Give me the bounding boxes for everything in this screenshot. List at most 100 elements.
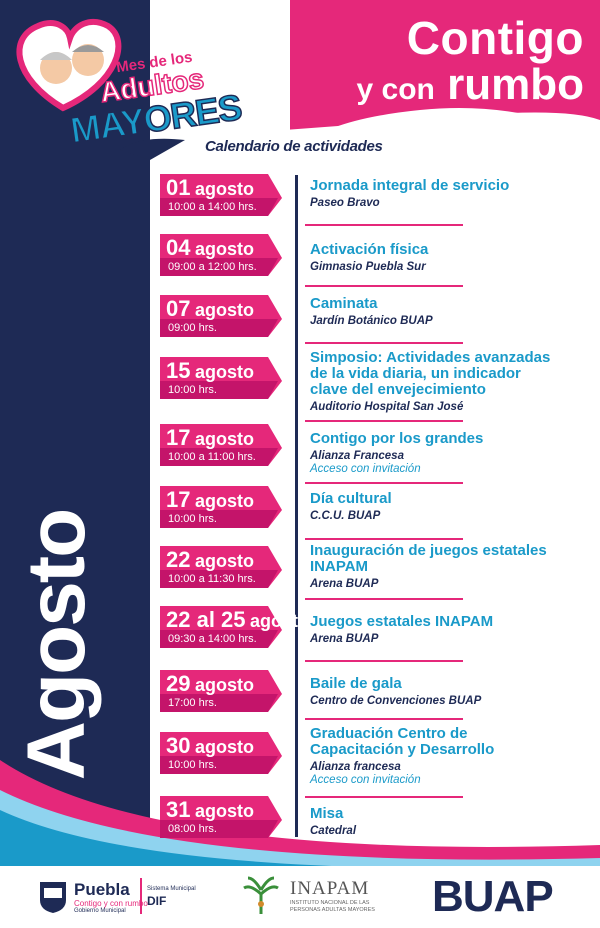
inapam-sub-1: INSTITUTO NACIONAL DE LAS <box>290 900 370 906</box>
event-day: 17 <box>166 425 191 450</box>
month-label: Agosto <box>11 509 102 781</box>
event-details: Jornada integral de servicio Paseo Bravo <box>310 178 560 210</box>
event-month: agosto <box>194 429 254 449</box>
event-date-tag: 22 agosto 10:00 a 11:30 hrs. <box>156 546 284 588</box>
event-day: 01 <box>166 175 191 200</box>
mes-adultos-mayores-logo: Mes de los Adultos MAYORES <box>8 8 293 158</box>
event-month: agosto <box>194 675 254 695</box>
event-time: 10:00 hrs. <box>168 759 217 771</box>
calendar-title: Calendario de actividades <box>205 138 383 155</box>
event-time: 10:00 a 11:00 hrs. <box>168 451 256 463</box>
event-separator <box>305 660 463 662</box>
event-details: Día cultural C.C.U. BUAP <box>310 490 560 523</box>
event-separator <box>305 224 463 226</box>
event-day: 04 <box>166 235 191 260</box>
event-date: 22 agosto <box>166 547 254 573</box>
puebla-name: Puebla <box>74 880 130 899</box>
event-title: Baile de gala <box>310 675 402 692</box>
title-line-2-small: y con <box>356 73 435 106</box>
event-month: agosto <box>194 491 254 511</box>
dif-sub: Sistema Municipal <box>147 886 196 892</box>
event-date-tag: 01 agosto 10:00 a 14:00 hrs. <box>156 174 284 216</box>
event-day: 07 <box>166 296 191 321</box>
event-date-tag: 17 agosto 10:00 a 11:00 hrs. <box>156 424 284 466</box>
event-date-tag: 04 agosto 09:00 a 12:00 hrs. <box>156 234 284 276</box>
event-place: Jardín Botánico BUAP <box>310 315 433 327</box>
event-month: agosto <box>194 179 254 199</box>
event-month: agosto <box>194 551 254 571</box>
puebla-slogan: Contigo y con rumbo <box>74 899 148 908</box>
event-note: Acceso con invitación <box>310 774 421 786</box>
event-title: Juegos estatales INAPAM <box>310 613 494 630</box>
event-title: Contigo por los grandes <box>310 430 484 447</box>
event-date: 04 agosto <box>166 235 254 261</box>
event-title: Graduación Centro de Capacitación y Desa… <box>310 725 495 758</box>
event-date-tag: 07 agosto 09:00 hrs. <box>156 295 284 337</box>
title-line-2-big: rumbo <box>447 60 584 109</box>
event-time: 09:30 a 14:00 hrs. <box>168 633 257 645</box>
event-separator <box>305 420 463 422</box>
event-place: Arena BUAP <box>310 633 379 645</box>
event-place: Centro de Convenciones BUAP <box>310 695 482 707</box>
timeline-line <box>295 175 298 837</box>
event-date-tag: 30 agosto 10:00 hrs. <box>156 732 284 774</box>
event-date-tag: 22 al 25 agosto 09:30 a 14:00 hrs. <box>156 606 309 648</box>
footer: Puebla Contigo y con rumbo Gobierno Muni… <box>0 866 600 928</box>
event-day: 30 <box>166 733 191 758</box>
title-line-2: y con rumbo <box>357 62 584 113</box>
event-details: Activación física Gimnasio Puebla Sur <box>310 242 560 274</box>
dif-name: DIF <box>147 894 167 908</box>
event-date: 17 agosto <box>166 425 254 451</box>
event-day: 15 <box>166 358 191 383</box>
event-date: 29 agosto <box>166 671 254 697</box>
event-day: 17 <box>166 487 191 512</box>
event-details: Contigo por los grandes Alianza Francesa A… <box>310 430 560 476</box>
puebla-shield-icon <box>40 882 66 913</box>
event-separator <box>305 796 463 798</box>
event-day: 22 al 25 <box>166 607 246 632</box>
heart-logo-icon <box>16 18 122 112</box>
event-separator <box>305 482 463 484</box>
event-date: 15 agosto <box>166 358 254 384</box>
event-place: Alianza francesa <box>310 761 401 773</box>
event-date: 30 agosto <box>166 733 254 759</box>
event-date: 01 agosto <box>166 175 254 201</box>
event-time: 17:00 hrs. <box>168 697 217 709</box>
event-title: Caminata <box>310 295 378 312</box>
event-time: 09:00 a 12:00 hrs. <box>168 261 257 273</box>
event-title: Simposio: Actividades avanzadas de la vi… <box>310 349 551 398</box>
title-line-1: Contigo <box>406 12 584 64</box>
event-details: Baile de gala Centro de Convenciones BUAP <box>310 675 560 708</box>
event-time: 09:00 hrs. <box>168 322 217 334</box>
event-details: Juegos estatales INAPAM Arena BUAP <box>310 613 560 646</box>
event-date-tag: 17 agosto 10:00 hrs. <box>156 486 284 528</box>
event-date-tag: 15 agosto 10:00 hrs. <box>156 357 284 399</box>
event-time: 08:00 hrs. <box>168 823 217 835</box>
event-title: Día cultural <box>310 490 392 507</box>
event-date: 07 agosto <box>166 296 254 322</box>
event-day: 22 <box>166 547 191 572</box>
event-month: agosto <box>194 737 254 757</box>
event-month: agosto <box>249 611 309 631</box>
inapam-tree-icon <box>243 876 279 914</box>
event-place: Paseo Bravo <box>310 197 380 209</box>
event-month: agosto <box>194 801 254 821</box>
event-details: Simposio: Actividades avanzadas de la vi… <box>310 349 560 414</box>
event-details: Misa Catedral <box>310 805 560 838</box>
event-place: Arena BUAP <box>310 578 379 590</box>
event-title: Misa <box>310 805 344 822</box>
event-day: 31 <box>166 797 191 822</box>
event-month: agosto <box>194 300 254 320</box>
event-place: Auditorio Hospital San José <box>310 401 464 413</box>
inapam-name: INAPAM <box>290 878 370 899</box>
puebla-sub: Gobierno Municipal <box>74 908 126 914</box>
event-note: Acceso con invitación <box>310 463 421 475</box>
event-separator <box>305 342 463 344</box>
header-title: Contigo y con rumbo <box>357 14 584 113</box>
event-place: C.C.U. BUAP <box>310 510 381 522</box>
event-month: agosto <box>194 362 254 382</box>
event-place: Catedral <box>310 825 357 837</box>
event-details: Graduación Centro de Capacitación y Desa… <box>310 725 560 787</box>
event-date-tag: 31 agosto 08:00 hrs. <box>156 796 284 838</box>
footer-divider <box>140 878 142 914</box>
